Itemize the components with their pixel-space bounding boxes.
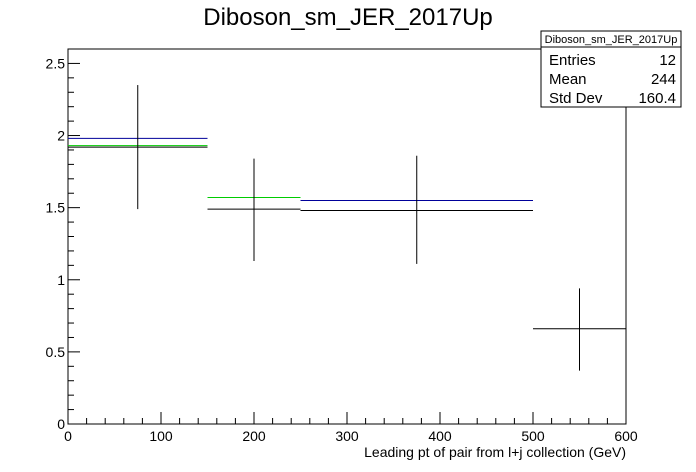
chart-title: Diboson_sm_JER_2017Up xyxy=(203,4,493,31)
stats-box-title: Diboson_sm_JER_2017Up xyxy=(545,34,678,46)
y-tick-label: 0 xyxy=(57,416,65,432)
stats-box-frame xyxy=(540,30,682,108)
y-tick-label: 1 xyxy=(57,272,65,288)
data-marks xyxy=(68,85,626,371)
x-tick-label: 600 xyxy=(614,428,638,444)
axes: 0 100 200 300 400 500 600 0 0.5 1 1.5 2 2.5 xyxy=(46,48,638,444)
y-tick-label: 1.5 xyxy=(46,200,66,216)
x-tick-label: 200 xyxy=(242,428,266,444)
stats-mean-label: Mean xyxy=(549,71,587,88)
y-tick-label: 2.5 xyxy=(46,55,66,71)
stats-stddev-value: 160.4 xyxy=(638,90,676,107)
stats-box: Diboson_sm_JER_2017Up Entries 12 Mean 24… xyxy=(540,30,682,108)
y-tick-label: 2 xyxy=(57,128,65,144)
x-tick-label: 500 xyxy=(521,428,545,444)
stats-stddev-label: Std Dev xyxy=(549,90,603,107)
x-tick-label: 300 xyxy=(335,428,359,444)
x-tick-label: 400 xyxy=(428,428,452,444)
stats-entries-label: Entries xyxy=(549,52,596,69)
stats-entries-value: 12 xyxy=(659,52,676,69)
stats-mean-value: 244 xyxy=(651,71,676,88)
y-tick-label: 0.5 xyxy=(46,344,66,360)
x-axis-title: Leading pt of pair from l+j collection (… xyxy=(364,444,626,460)
x-tick-label: 0 xyxy=(64,428,72,444)
x-tick-label: 100 xyxy=(149,428,173,444)
